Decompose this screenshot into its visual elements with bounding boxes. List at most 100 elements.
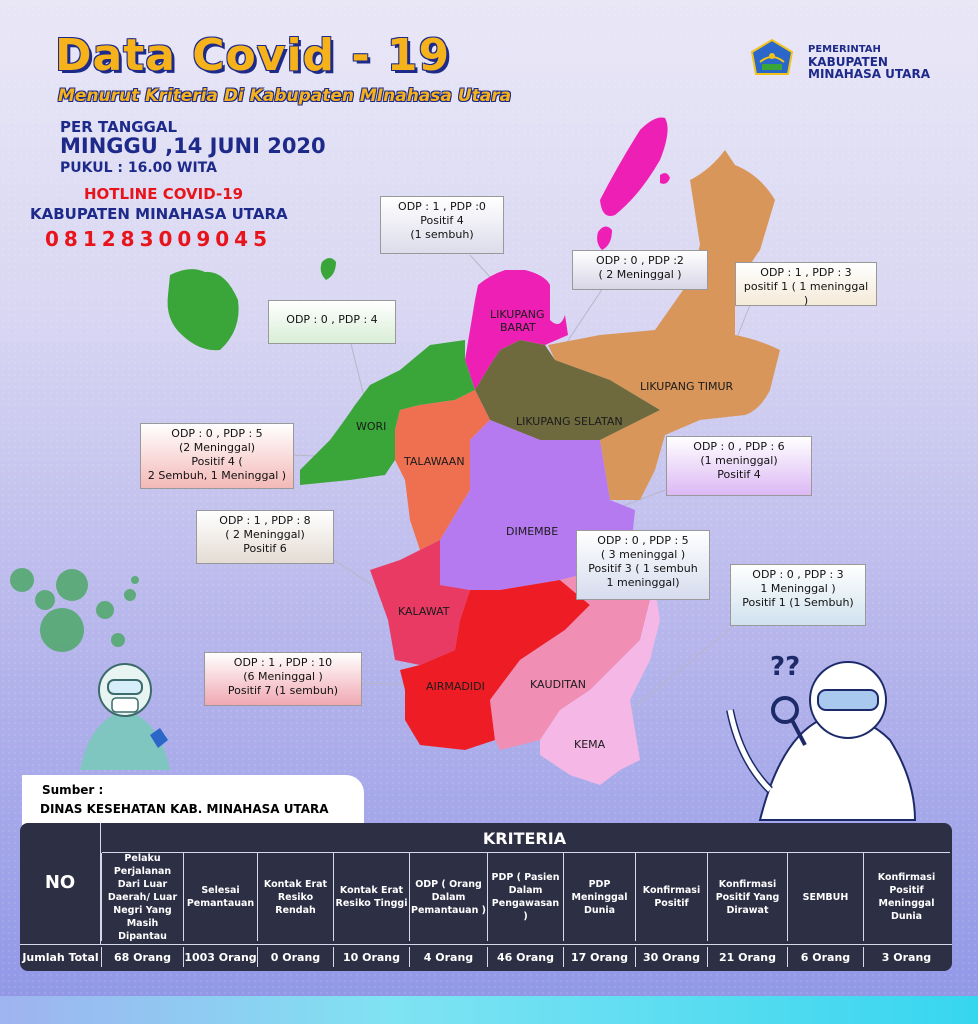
hotline-label: HOTLINE COVID-19 [84,185,244,203]
table-column-header: Kontak Erat Resiko Tinggi [333,853,409,941]
table-column-header: Selesai Pemantauan [183,853,257,941]
callout-kema: ODP : 0 , PDP : 3 1 Meninggal ) Positif … [730,564,866,626]
table-column-header: PDP Meninggal Dunia [563,853,635,941]
callout-line: 1 Meninggal ) [760,582,836,595]
table-kriteria-header: KRITERIA [482,829,567,848]
criteria-table: NO KRITERIA Pelaku Perjalanan Dari Luar … [20,823,952,971]
region-airmadidi [400,580,590,750]
region-talawaan [395,390,490,550]
callout-line: ODP : 1 , PDP :0 [398,200,486,213]
region-likupang-barat [465,270,568,390]
callout-line: ODP : 1 , PDP : 8 [219,514,311,527]
bottom-decor-bar [0,996,978,1024]
callout-line: ODP : 0 , PDP : 5 [597,534,689,547]
callout-likupang-selatan: ODP : 0 , PDP :2 ( 2 Meninggal ) [572,250,708,290]
region-label-likupang-timur: LIKUPANG TIMUR [640,380,734,393]
time-text: PUKUL : 16.00 WITA [60,160,217,176]
date-text: MINGGU ,14 JUNI 2020 [60,134,326,158]
callout-likupang-barat: ODP : 1 , PDP :0 Positif 4 (1 sembuh) [380,196,504,254]
table-column-header: Konfirmasi Positif Meninggal Dunia [863,853,949,941]
page-title: Data Covid - 19 [55,30,451,81]
region-label-kauditan: KAUDITAN [530,678,586,691]
table-cell: 17 Orang [563,947,635,967]
region-label-wori: WORI [356,420,386,433]
table-cell: 6 Orang [787,947,863,967]
region-label-likupang-barat-2: BARAT [500,321,536,334]
table-column-header: Konfirmasi Positif Yang Dirawat [707,853,787,941]
island-north-pink-2 [597,226,612,250]
callout-line: ( 3 meninggal ) [600,548,686,561]
callout-line: 1 meninggal) [606,576,680,589]
logo-line-3: MINAHASA UTARA [808,67,930,81]
callout-line: ( 2 Meninggal) [225,528,305,541]
callout-line: Positif 4 ( [191,455,243,468]
source-value: DINAS KESEHATAN KAB. MINAHASA UTARA [40,802,329,816]
region-likupang-timur [548,150,780,500]
callout-line: ODP : 0 , PDP : 5 [171,427,263,440]
callout-line: ( 2 Meninggal ) [598,268,682,281]
table-column-header: PDP ( Pasien Dalam Pengawasan ) [487,853,563,941]
hotline-org: KABUPATEN MINAHASA UTARA [30,205,288,223]
scientist-illustration-icon: ?? [726,652,917,821]
callout-dimembe: ODP : 0 , PDP : 6 (1 meninggal) Positif … [666,436,812,496]
island-small [320,258,336,280]
callout-line: Positif 4 [717,468,761,481]
logo-line-1: PEMERINTAH [808,44,881,55]
region-wori [300,340,475,485]
region-likupang-selatan [475,340,660,440]
government-logo-text: PEMERINTAH KABUPATEN MINAHASA UTARA [808,44,930,80]
page-subtitle: Menurut Kriteria Di Kabupaten MInahasa U… [58,86,512,106]
island-west [167,269,239,351]
table-column-header: SEMBUH [787,853,863,941]
callout-line: Positif 4 [420,214,464,227]
callout-line: ODP : 0 , PDP : 3 [752,568,844,581]
region-label-likupang-selatan: LIKUPANG SELATAN [516,415,623,428]
callout-line: Positif 7 (1 sembuh) [227,684,339,697]
callout-wori: ODP : 0 , PDP : 4 [268,300,396,344]
table-row-label: Jumlah Total [22,950,99,964]
health-worker-illustration-icon [80,663,170,770]
table-cell: 68 Orang [101,947,183,967]
region-label-kalawat: KALAWAT [398,605,450,618]
callout-line: (1 meninggal) [700,454,778,467]
table-cell: 3 Orang [863,947,949,967]
callout-line: ODP : 1 , PDP : 10 [233,656,333,669]
table-divider [100,823,101,944]
table-divider [20,944,952,945]
svg-text:??: ?? [770,652,800,682]
table-cell: 21 Orang [707,947,787,967]
region-kema [540,560,660,785]
callout-likupang-timur: ODP : 1 , PDP : 3 positif 1 ( 1 meningga… [735,262,877,307]
region-label-talawaan: TALAWAAN [403,455,465,468]
island-small-3 [660,173,670,184]
callout-kalawat: ODP : 1 , PDP : 8 ( 2 Meninggal) Positif… [196,510,334,564]
government-logo-icon [750,38,794,75]
callout-line: ODP : 0 , PDP : 6 [693,440,785,453]
callout-line: (6 Meninggal ) [243,670,323,683]
island-north-pink [600,117,668,216]
region-label-kema: KEMA [574,738,606,751]
callout-talawaan: ODP : 0 , PDP : 5 (2 Meninggal) Positif … [140,423,294,489]
region-label-likupang-barat: LIKUPANG [490,308,545,321]
source-label: Sumber : [42,783,104,797]
callout-line: (2 Meninggal) [178,441,256,454]
virus-icon [10,568,139,652]
table-column-header: Kontak Erat Resiko Rendah [257,853,333,941]
hotline-number: 081283009045 [45,227,272,251]
callout-line: ODP : 0 , PDP : 4 [286,313,378,326]
callout-line: Positif 3 ( 1 sembuh [588,562,698,575]
region-kauditan [490,560,650,750]
callout-line: positif 1 ( 1 meninggal ) [743,280,869,307]
table-divider [102,852,950,853]
callout-line: 2 Sembuh, 1 Meninggal ) [147,469,287,482]
callout-line: ODP : 0 , PDP :2 [596,254,684,267]
region-kalawat [370,540,470,665]
callout-line: (1 sembuh) [410,228,474,241]
region-label-dimembe: DIMEMBE [506,525,558,538]
callout-line: Positif 1 (1 Sembuh) [742,596,854,609]
table-cell: 10 Orang [333,947,409,967]
callout-kauditan: ODP : 0 , PDP : 5 ( 3 meninggal ) Positi… [576,530,710,600]
table-column-header: ODP ( Orang Dalam Pemantauan ) [409,853,487,941]
callout-airmadidi: ODP : 1 , PDP : 10 (6 Meninggal ) Positi… [204,652,362,706]
